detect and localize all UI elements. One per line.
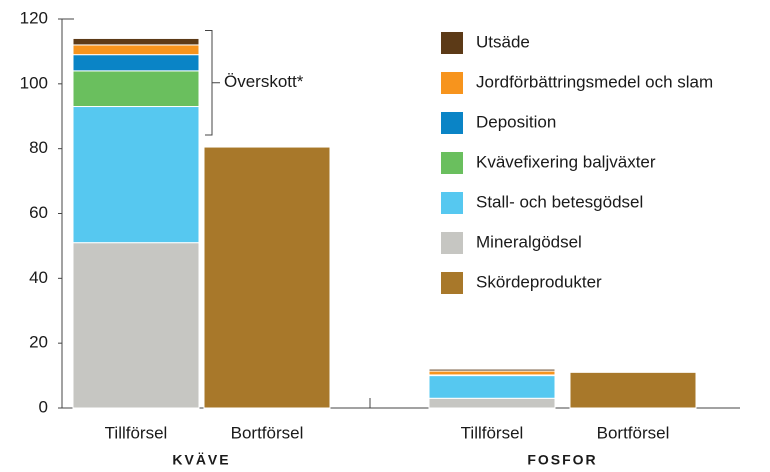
legend-swatch bbox=[441, 152, 463, 174]
group-label: FOSFOR bbox=[527, 452, 597, 467]
legend-swatch bbox=[441, 272, 463, 294]
x-tick-label: Bortförsel bbox=[597, 423, 670, 442]
y-tick-label: 100 bbox=[20, 73, 48, 92]
bar-segment bbox=[72, 106, 200, 244]
bar-segment bbox=[72, 44, 200, 56]
legend-label: Kvävefixering baljväxter bbox=[476, 152, 656, 171]
annotation-bracket bbox=[205, 29, 213, 136]
legend-swatch bbox=[441, 72, 463, 94]
bar-segment bbox=[428, 375, 556, 399]
legend-label: Jordförbättringsmedel och slam bbox=[476, 72, 713, 91]
x-tick-label: Bortförsel bbox=[231, 423, 304, 442]
bar-segment bbox=[428, 368, 556, 372]
x-tick-label: Tillförsel bbox=[105, 423, 168, 442]
legend-swatch bbox=[441, 32, 463, 54]
legend-swatch bbox=[441, 112, 463, 134]
bar-segment bbox=[72, 54, 200, 72]
legend-label: Skördeprodukter bbox=[476, 272, 602, 291]
group-label: KVÄVE bbox=[172, 452, 230, 467]
y-tick-label: 40 bbox=[29, 268, 48, 287]
legend-label: Stall- och betesgödsel bbox=[476, 192, 643, 211]
legend-label: Mineralgödsel bbox=[476, 232, 582, 251]
legend-swatch bbox=[441, 192, 463, 214]
bar-segment bbox=[428, 370, 556, 376]
bar-segment bbox=[72, 70, 200, 108]
y-tick-label: 0 bbox=[39, 397, 48, 416]
bar-segment bbox=[569, 371, 697, 409]
bar-segment bbox=[203, 146, 331, 409]
bar-segment bbox=[72, 242, 200, 409]
legend-label: Utsäde bbox=[476, 32, 530, 51]
y-tick-label: 20 bbox=[29, 333, 48, 352]
y-tick-label: 120 bbox=[20, 8, 48, 27]
x-tick-label: Tillförsel bbox=[461, 423, 524, 442]
y-tick-label: 60 bbox=[29, 203, 48, 222]
y-tick-label: 80 bbox=[29, 138, 48, 157]
annotation: Överskott* bbox=[224, 72, 304, 91]
legend-label: Deposition bbox=[476, 112, 556, 131]
legend-swatch bbox=[441, 232, 463, 254]
bar-segment bbox=[428, 397, 556, 409]
bar-segment bbox=[72, 37, 200, 46]
